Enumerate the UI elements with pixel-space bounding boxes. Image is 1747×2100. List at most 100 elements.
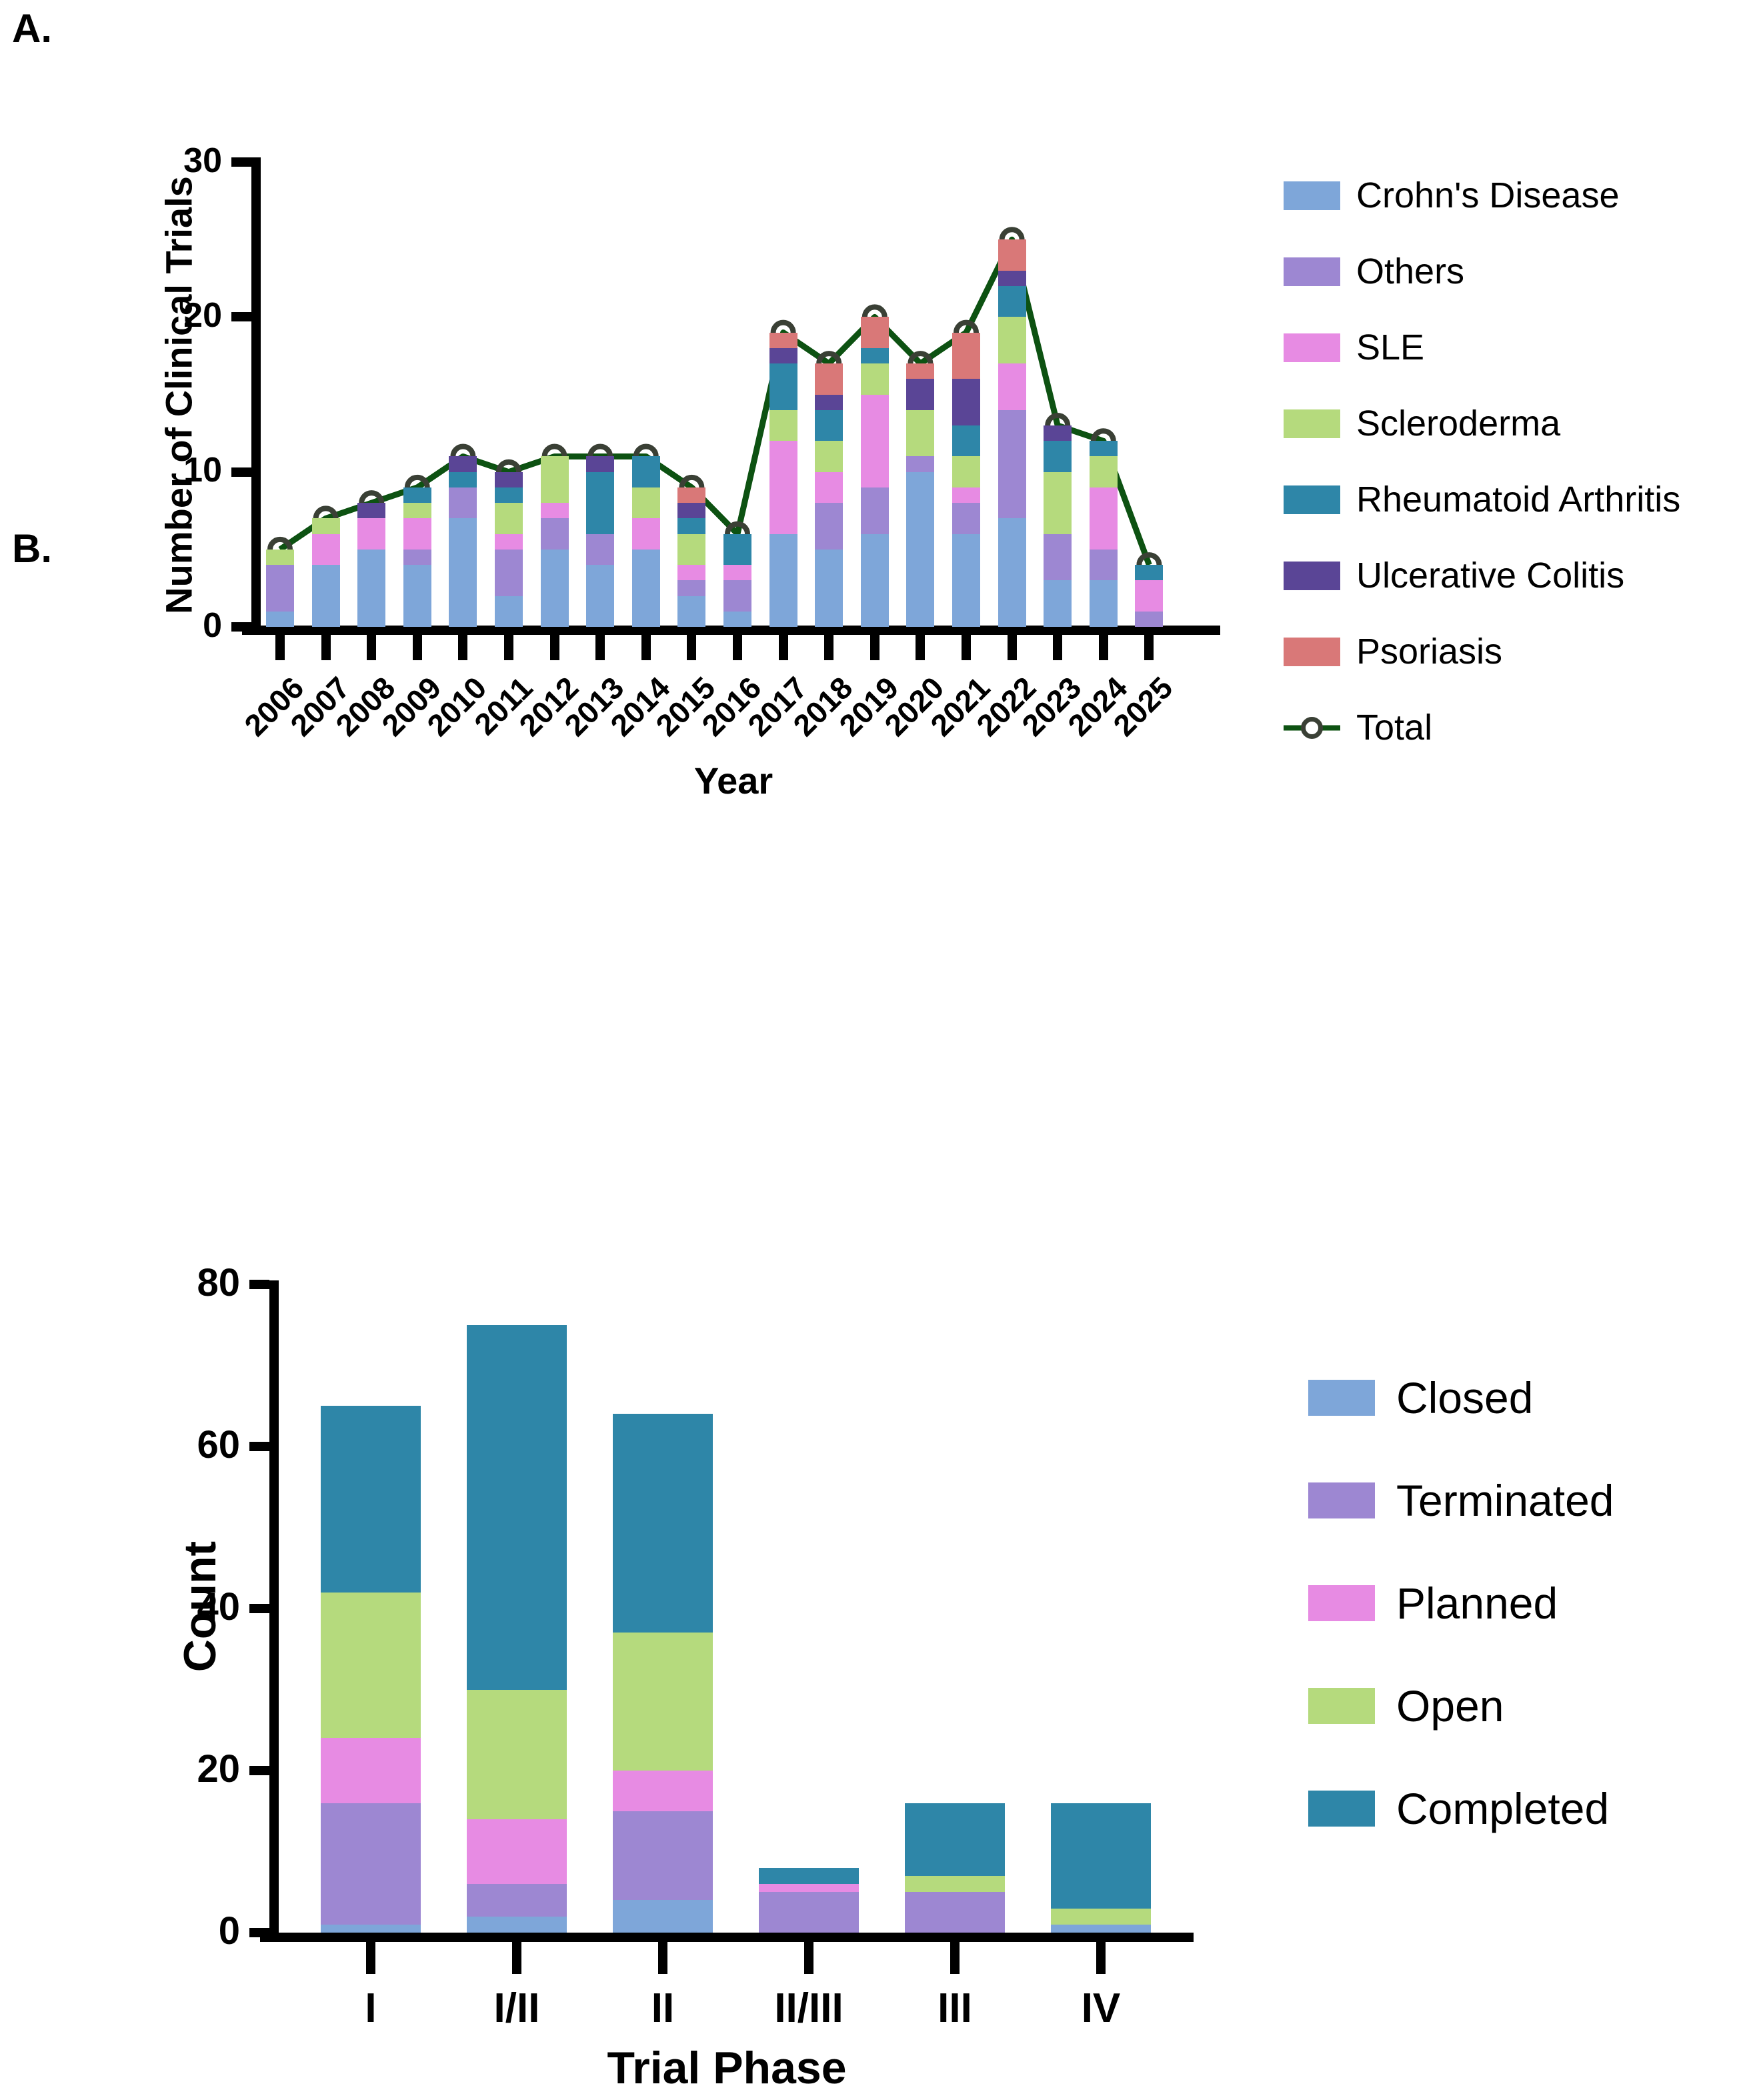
panel-a-bar-segment [449,456,477,472]
panel-b-legend: Closed Terminated Planned Open Completed [1308,1372,1614,1834]
panel-b-label: B. [12,526,52,571]
panel-a-bar-segment [723,580,751,612]
panel-b-y-tick-label: 80 [197,1261,240,1305]
panel-a-bar-segment [815,503,843,550]
legend-swatch [1284,409,1340,438]
panel-a-bar-segment [586,565,615,627]
panel-a-bar-segment [1089,487,1118,550]
panel-a-bar-segment [266,612,294,627]
panel-b-bar-segment [321,1925,421,1933]
panel-a-x-tick [687,635,697,660]
panel-a-bar-segment [1135,565,1164,580]
legend-item: Others [1284,251,1680,292]
panel-b-x-tick-label: II/III [774,1985,843,2031]
panel-b-bar-segment [905,1892,1005,1933]
panel-b-bar-segment [613,1900,713,1933]
panel-a-bar-segment [769,441,797,534]
panel-a-bar-segment [952,379,980,425]
panel-a-bar-segment [860,363,889,395]
panel-b-bar-segment [1051,1925,1151,1933]
panel-b-x-axis [260,1933,1194,1942]
panel-a-bar-segment [998,239,1026,271]
panel-a-bar-segment [677,580,706,596]
panel-b-bar-segment [321,1803,421,1925]
panel-a-bar-segment [1044,580,1072,627]
panel-a-bar-segment [769,410,797,441]
panel-a-bar-segment [860,534,889,627]
panel-a-bar-segment [266,565,294,612]
legend-label: Open [1396,1681,1504,1731]
panel-a-bar-segment [403,565,431,627]
panel-b-y-tick-label: 20 [197,1747,240,1791]
panel-b-bar-segment [467,1690,567,1819]
panel-a-bar-segment [906,456,935,472]
panel-b-y-tick [249,1766,269,1775]
panel-a-x-tick [733,635,742,660]
panel-a-bar-segment [677,503,706,518]
panel-a-bar-segment [1089,456,1118,487]
panel-b-x-tick-label: IV [1081,1985,1121,2031]
panel-a-bar-segment [495,472,523,487]
panel-a-bar-segment [998,271,1026,286]
legend-label: Closed [1396,1373,1534,1422]
panel-a-bar-segment [815,550,843,627]
panel-a-x-tick [641,635,651,660]
panel-a-x-tick [321,635,331,660]
panel-a-bar-segment [311,565,340,627]
panel-a-bar-segment [998,286,1026,317]
panel-a-bar-segment [311,534,340,565]
panel-a-bar-segment [1089,550,1118,580]
panel-b-bar-segment [613,1771,713,1811]
panel-a-y-tick [231,312,251,322]
panel-a-bar-segment [631,487,660,518]
panel-a-bar-segment [952,534,980,627]
panel-b-bar-segment [321,1738,421,1803]
legend-item: Planned [1308,1578,1614,1629]
panel-a-x-tick [1098,635,1108,660]
panel-b-x-tick-label: I/II [493,1985,540,2031]
panel-a-bar-segment [952,333,980,379]
legend-label: Psoriasis [1356,632,1503,672]
panel-b-bar-segment [759,1892,859,1933]
legend-label: Planned [1396,1579,1558,1628]
panel-a-y-tick-label: 0 [203,606,222,645]
panel-a-bar-segment [403,503,431,518]
panel-b-bar-segment [613,1811,713,1900]
panel-a-bar-segment [540,518,569,550]
panel-a-y-tick [231,622,251,632]
panel-a-bar-segment [403,550,431,565]
panel-b-bar-segment [905,1876,1005,1892]
panel-a-y-tick [231,157,251,167]
panel-a-bar-segment [403,518,431,550]
panel-a-bar-segment [677,518,706,534]
panel-a-y-axis [251,157,261,635]
panel-a-bar-segment [357,518,386,550]
panel-b-x-tick [804,1941,813,1974]
panel-a-bar-segment [495,596,523,627]
panel-a-bar-segment [357,550,386,627]
panel-a-x-tick [869,635,880,660]
legend-swatch [1284,637,1340,666]
panel-a-x-tick [962,635,971,660]
legend-label: Scleroderma [1356,403,1561,443]
panel-b-bar-segment [905,1803,1005,1876]
panel-b-y-tick-label: 60 [197,1423,240,1467]
panel-a-bar-segment [631,456,660,487]
panel-a-x-tick [1144,635,1154,660]
panel-a-y-tick-label: 10 [183,451,222,490]
legend-item: Psoriasis [1284,631,1680,672]
panel-a-x-tick [916,635,926,660]
legend-item: SLE [1284,327,1680,368]
panel-a-bar-segment [311,518,340,534]
panel-a-bar-segment [860,348,889,363]
panel-a-legend: Crohn's Disease Others SLE Scleroderma Rheum… [1284,175,1680,748]
panel-b-y-tick [249,1280,269,1289]
panel-a-x-tick [458,635,468,660]
panel-a-label: A. [12,6,52,51]
panel-a-bar-segment [769,333,797,348]
panel-b-y-tick [249,1604,269,1613]
legend-swatch [1308,1482,1375,1518]
legend-item: Rheumatoid Arthritis [1284,479,1680,520]
panel-a-bar-segment [266,550,294,565]
